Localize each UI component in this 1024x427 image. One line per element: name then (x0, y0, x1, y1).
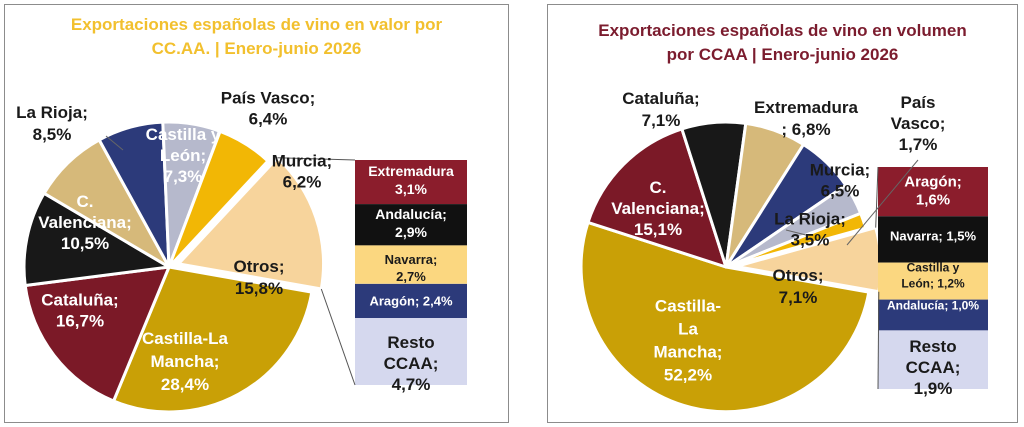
chart-title-line: Exportaciones españolas de vino en volum… (598, 21, 967, 40)
data-label-cataluna: Cataluña; 16,7% (41, 291, 118, 331)
data-label-otros: Otros; 7,1% (773, 266, 824, 307)
label-leader-line (785, 229, 807, 236)
breakout-connector-line (320, 288, 356, 386)
data-label-castilla-y-leon: Castilla y León; 7,3% (146, 125, 221, 186)
data-label-otros: Otros; 15,8% (234, 257, 285, 298)
breakout-segment-navarra (355, 245, 467, 284)
breakout-label-navarra: Navarra; 1,5% (890, 229, 976, 244)
breakout-segment-resto-ccaa (878, 330, 988, 389)
breakout-segment-andalucia (355, 204, 467, 246)
pie-slice-cataluna (23, 265, 171, 403)
pie-slice-castilla-la-mancha (112, 265, 314, 414)
breakout-segment-andalucia (878, 299, 988, 331)
pie-slice-c-valenciana (22, 191, 171, 287)
chart-title-line: Exportaciones españolas de vino en valor… (70, 15, 443, 34)
pie-slice-otros (177, 156, 325, 291)
breakout-connector-line (877, 291, 880, 390)
breakout-segment-aragon (878, 167, 988, 217)
data-label-la-rioja: La Rioja; 3,5% (774, 210, 846, 250)
chart-svg-valor: Castilla-La Mancha; 28,4% Cataluña; 16,7% C. V… (16, 89, 467, 414)
breakout-connector-line (875, 166, 879, 228)
data-label-c-valenciana: C. Valenciana; 15,1% (611, 178, 705, 239)
breakout-label-aragon: Aragón; 1,6% (904, 173, 962, 208)
data-label-cataluna: Cataluña; 7,1% (622, 89, 699, 130)
breakout-label-extremadura: Extremadura 3,1% (368, 163, 454, 197)
data-label-castilla-la-mancha: Castilla-La Mancha; 28,4% (142, 329, 229, 394)
chart-title-line: CC.AA. | Enero-junio 2026 (151, 39, 362, 58)
pie-slice-murcia (167, 129, 270, 269)
pie-slice-castilla-la-mancha (579, 220, 871, 414)
breakout-segment-aragon (355, 283, 467, 319)
chart-panel-valor: Exportaciones españolas de vino en valor… (4, 4, 509, 423)
chart-title-line: por CCAA | Enero-junio 2026 (666, 45, 899, 64)
breakout-segment-extremadura (355, 160, 467, 205)
breakout-segment-navarra (878, 216, 988, 263)
chart-svg-volumen: Castilla-La Mancha; 52,2% C. Valenciana; 15,1… (579, 89, 988, 414)
chart-title: Exportaciones españolas de vino en valor… (5, 13, 508, 61)
data-label-murcia: Murcia; 6,5% (810, 161, 870, 201)
data-label-la-rioja: La Rioja; 8,5% (16, 103, 88, 144)
data-label-murcia: Murcia; 6,2% (272, 152, 332, 192)
breakout-label-andalucia: Andalucía; 2,9% (375, 206, 447, 240)
breakout-label-castilla-y-leon: Castilla y León; 1,2% (901, 260, 965, 290)
label-leader-line (846, 159, 919, 246)
breakout-label-andalucia: Andalucía; 1,0% (887, 298, 979, 312)
chart-panel-volumen: Exportaciones españolas de vino en volum… (547, 4, 1018, 423)
breakout-label-navarra: Navarra; 2,7% (385, 252, 438, 284)
breakout-segment-castilla-y-leon (878, 262, 988, 300)
data-label-pais-vasco: País Vasco; 1,7% (891, 93, 946, 154)
breakout-label-aragon: Aragón; 2,4% (369, 294, 453, 309)
pie-slice-pais-vasco (724, 211, 868, 269)
data-label-castilla-la-mancha: Castilla-La Mancha; 52,2% (654, 297, 723, 385)
breakout-connector-line (277, 157, 356, 161)
label-leader-line (105, 135, 124, 151)
data-label-extremadura: Extremadura; 6,8% (754, 98, 858, 139)
breakout-label-resto-ccaa: Resto CCAA; 4,7% (384, 333, 439, 394)
chart-title: Exportaciones españolas de vino en volum… (548, 19, 1017, 67)
breakout-segment-resto-ccaa (355, 318, 467, 385)
breakout-label-resto-ccaa: Resto CCAA; 1,9% (906, 337, 961, 398)
data-label-c-valenciana: C. Valenciana; 10,5% (38, 192, 132, 253)
data-label-pais-vasco: País Vasco; 6,4% (221, 89, 316, 129)
